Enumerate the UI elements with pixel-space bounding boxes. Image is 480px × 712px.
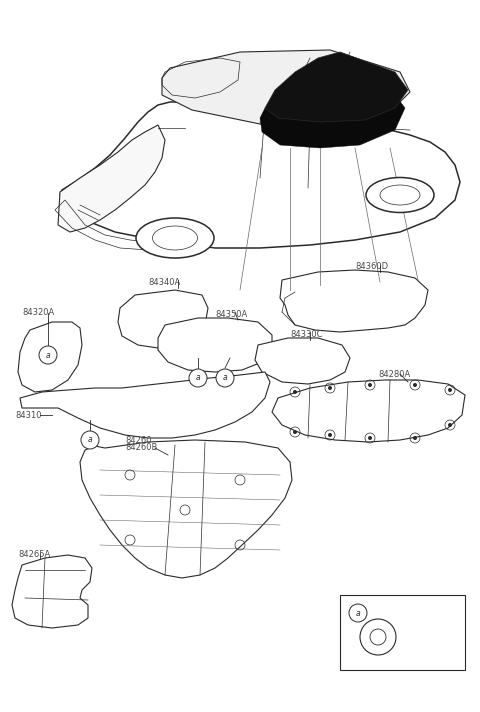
Text: a: a (196, 374, 200, 382)
Circle shape (328, 433, 332, 437)
Text: 84260B: 84260B (125, 443, 157, 452)
Circle shape (189, 369, 207, 387)
Text: 84330C: 84330C (290, 330, 323, 339)
Text: a: a (88, 436, 92, 444)
Circle shape (293, 390, 297, 394)
Circle shape (448, 388, 452, 392)
Text: 84280A: 84280A (378, 370, 410, 379)
Polygon shape (280, 270, 428, 332)
Circle shape (413, 383, 417, 387)
Polygon shape (162, 50, 410, 124)
Text: a: a (356, 609, 360, 617)
Text: 84260: 84260 (125, 436, 152, 445)
Polygon shape (20, 372, 270, 438)
Text: 84340A: 84340A (148, 278, 180, 287)
Circle shape (81, 431, 99, 449)
Polygon shape (255, 338, 350, 384)
Polygon shape (12, 555, 92, 628)
Polygon shape (80, 440, 292, 578)
Polygon shape (260, 82, 405, 148)
Polygon shape (58, 125, 165, 232)
Circle shape (328, 386, 332, 390)
Circle shape (368, 436, 372, 440)
Text: a: a (46, 350, 50, 360)
FancyBboxPatch shape (340, 595, 465, 670)
Polygon shape (272, 380, 465, 442)
Text: 84360D: 84360D (355, 262, 388, 271)
Polygon shape (158, 318, 272, 372)
Text: a: a (223, 374, 228, 382)
Polygon shape (118, 290, 208, 348)
Polygon shape (60, 102, 460, 248)
Circle shape (293, 430, 297, 434)
Polygon shape (265, 52, 408, 122)
Text: 84310: 84310 (15, 411, 41, 419)
Circle shape (368, 383, 372, 387)
Text: 84350A: 84350A (215, 310, 247, 319)
Circle shape (349, 604, 367, 622)
Ellipse shape (366, 177, 434, 212)
Circle shape (39, 346, 57, 364)
Polygon shape (18, 322, 82, 392)
Text: 84320A: 84320A (22, 308, 54, 317)
Text: 84265A: 84265A (18, 550, 50, 559)
Circle shape (448, 423, 452, 427)
Ellipse shape (136, 218, 214, 258)
Text: 84275F: 84275F (374, 604, 408, 614)
Circle shape (216, 369, 234, 387)
Circle shape (413, 436, 417, 440)
